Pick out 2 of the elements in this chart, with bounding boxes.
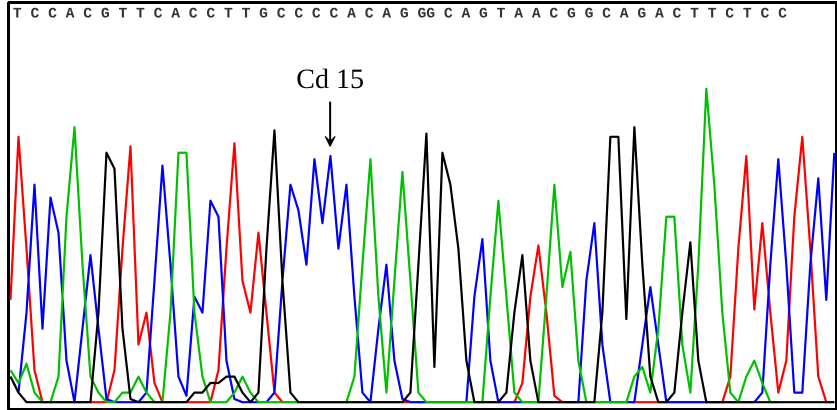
text: T C C A C G T T C A C C T T G C C C C A C A G GG C A G T A A C G G C A G A C T T C T C C bbox=[12, 6, 788, 22]
annotation: Cd 15 bbox=[296, 64, 364, 96]
